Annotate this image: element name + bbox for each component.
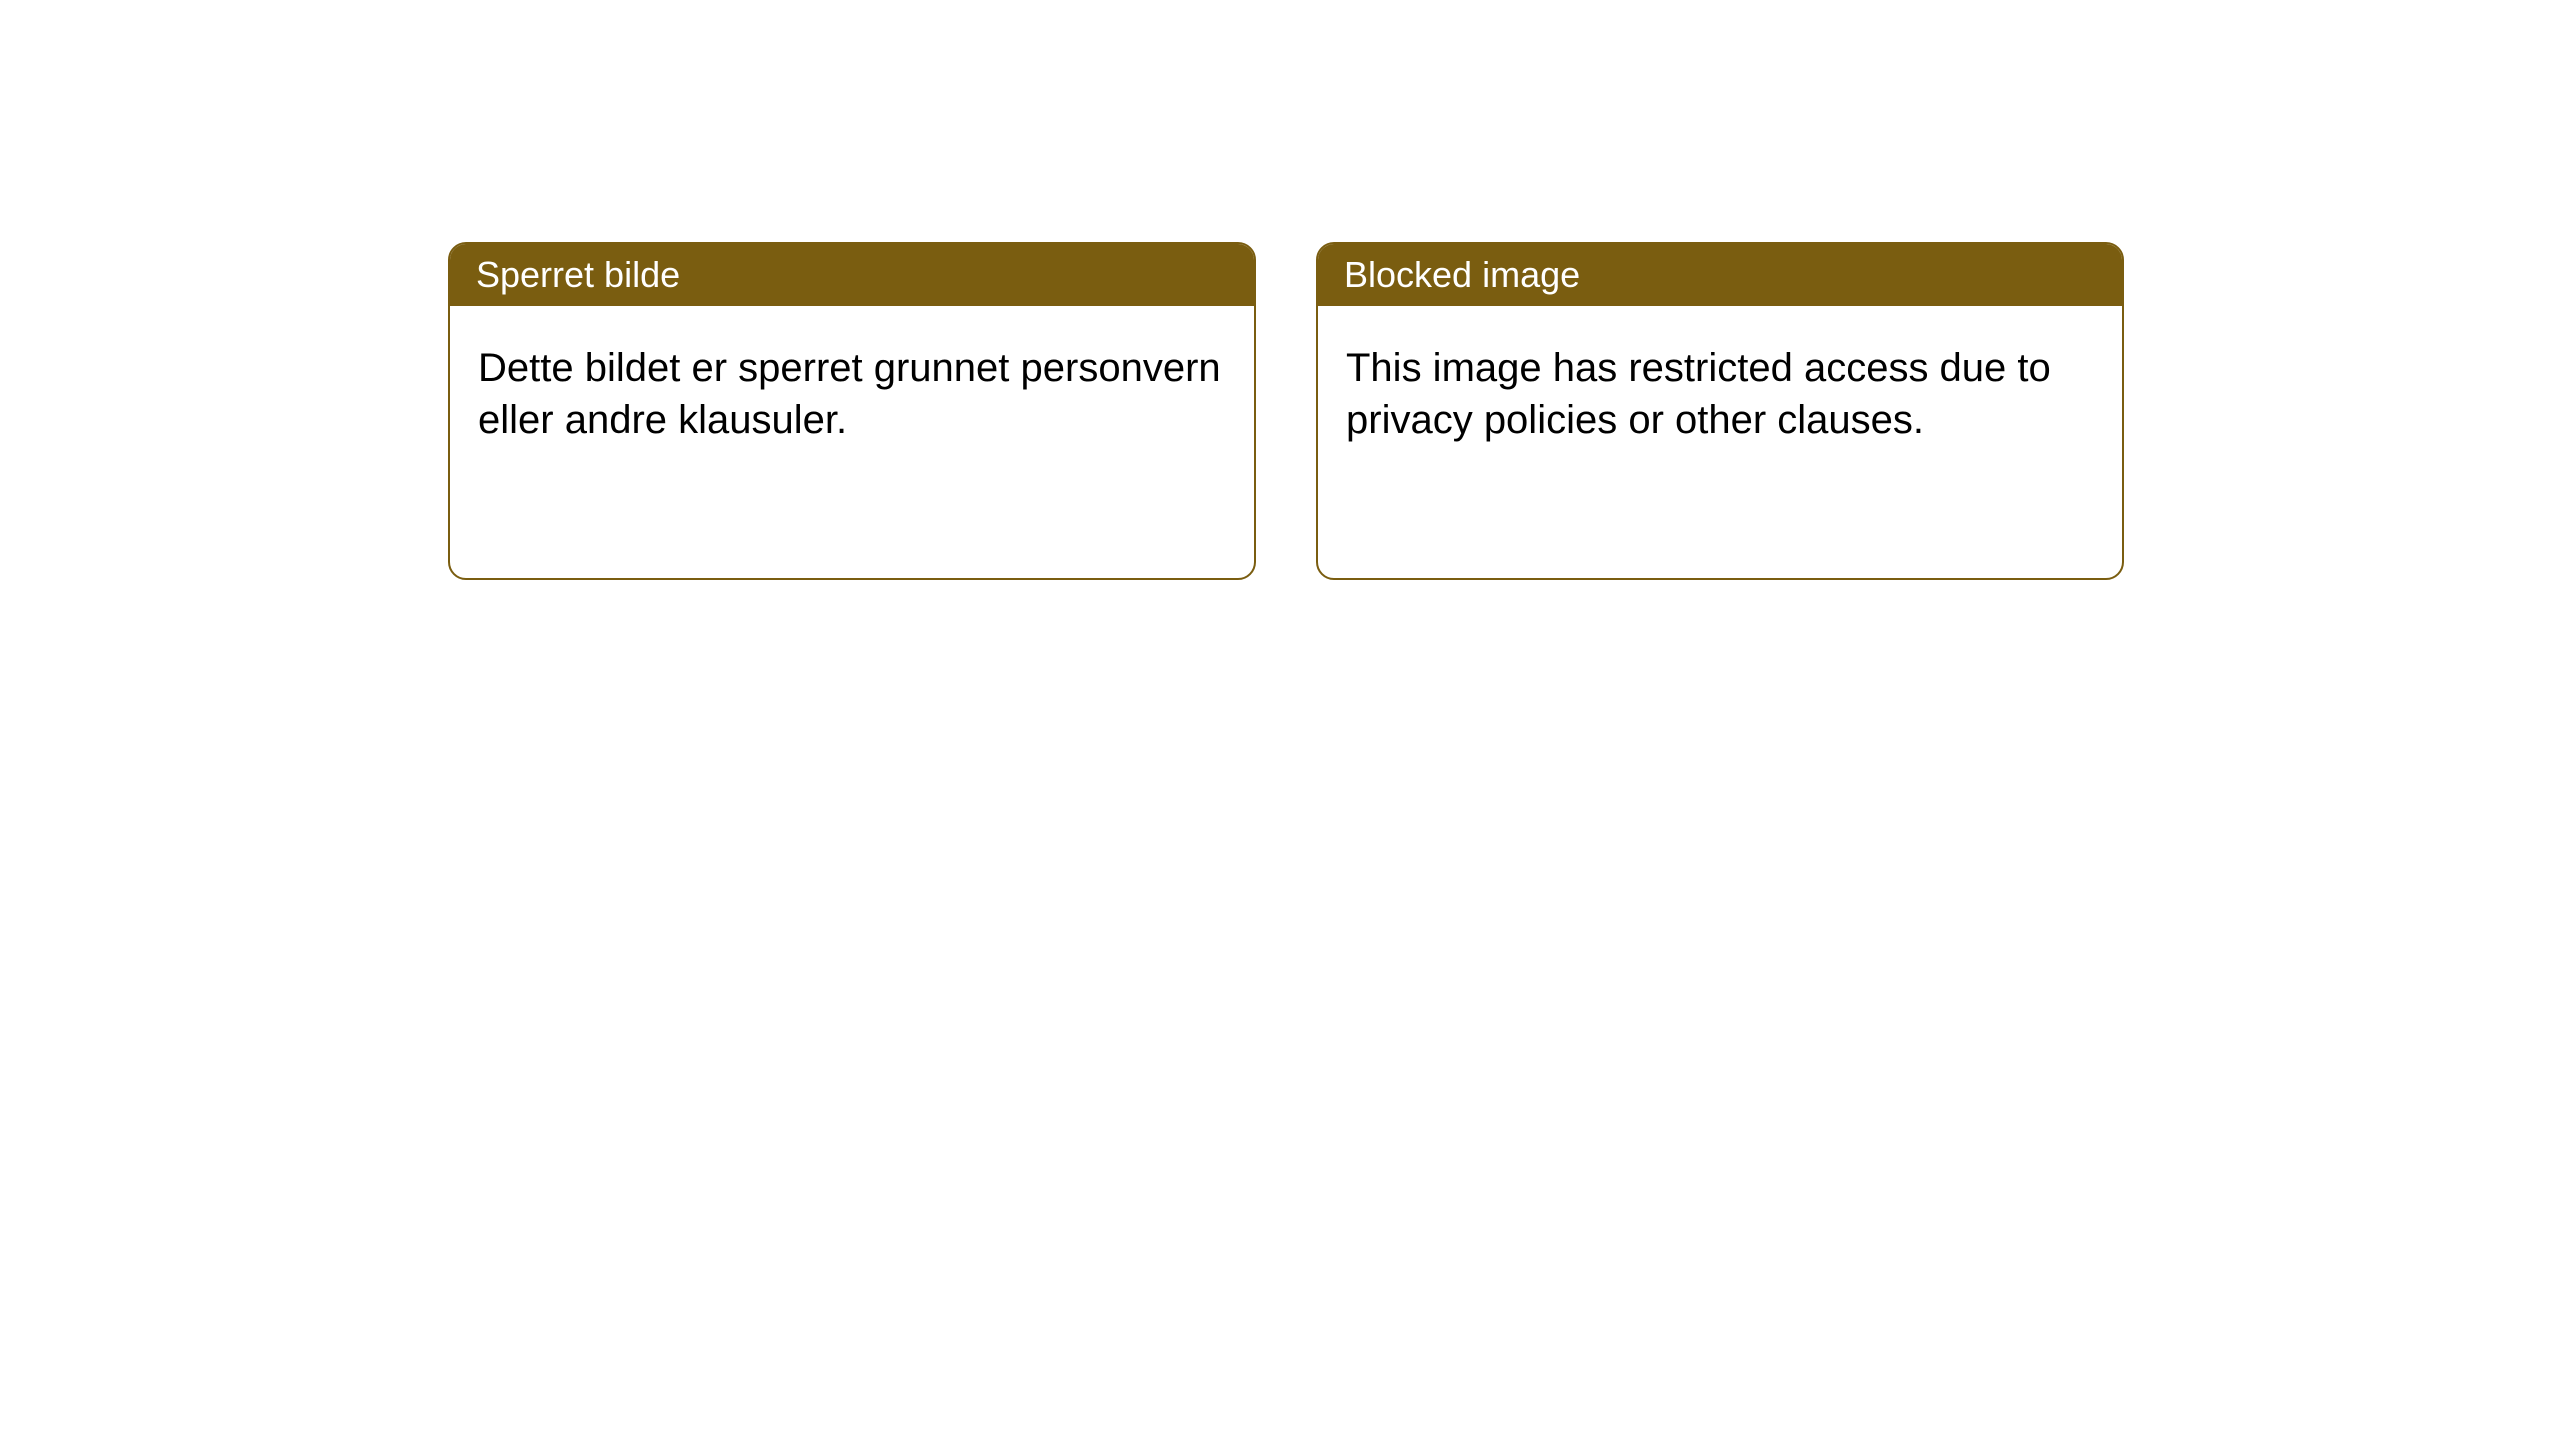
notice-card-norwegian: Sperret bilde Dette bildet er sperret gr… [448, 242, 1256, 580]
notice-title: Blocked image [1318, 244, 2122, 306]
notice-container: Sperret bilde Dette bildet er sperret gr… [0, 0, 2560, 580]
notice-card-english: Blocked image This image has restricted … [1316, 242, 2124, 580]
notice-body: Dette bildet er sperret grunnet personve… [450, 306, 1254, 482]
notice-title: Sperret bilde [450, 244, 1254, 306]
notice-body: This image has restricted access due to … [1318, 306, 2122, 482]
